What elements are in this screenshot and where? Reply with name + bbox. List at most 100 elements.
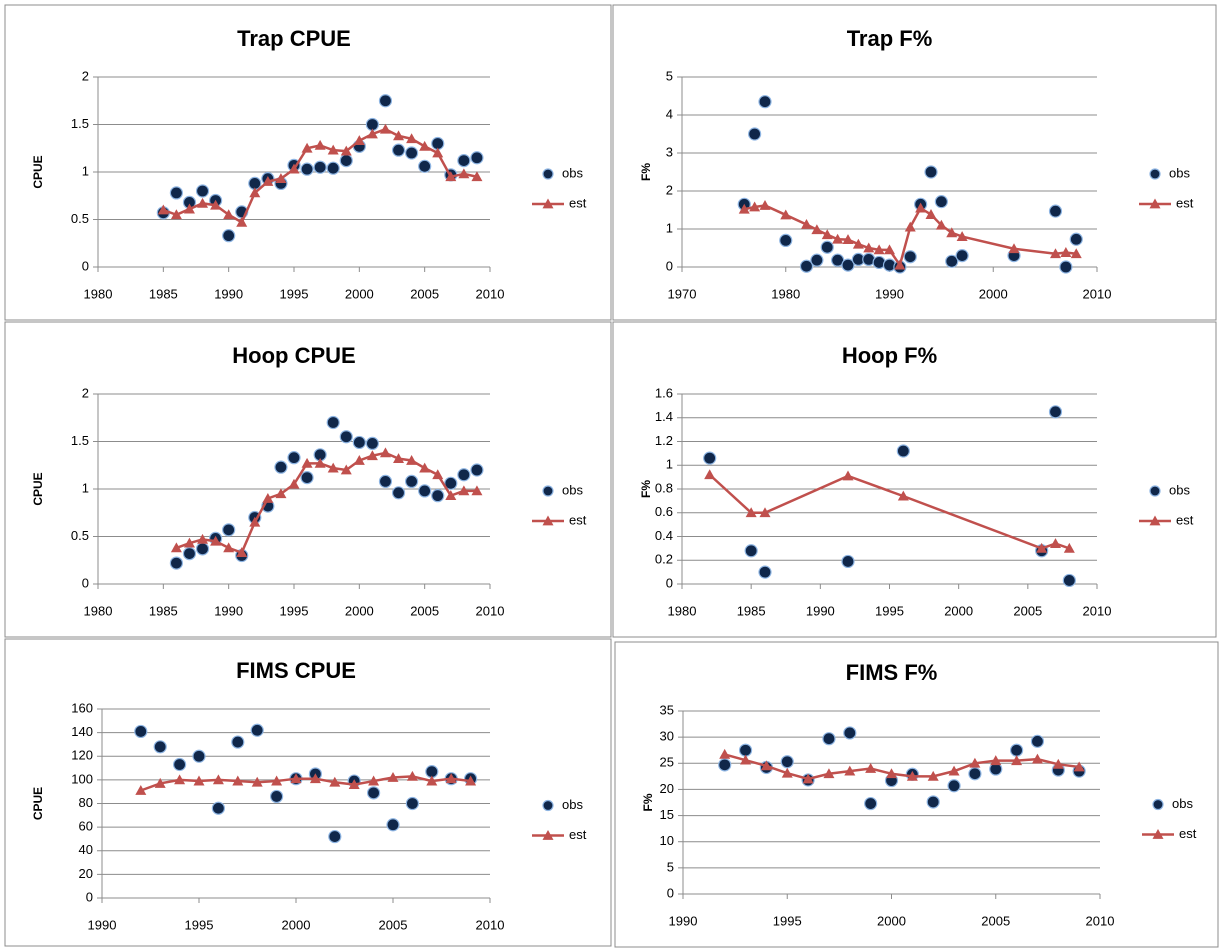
legend-label: est <box>1179 826 1197 841</box>
marker-dot <box>153 740 167 754</box>
marker-dot <box>134 724 148 739</box>
legend-marker <box>1152 829 1164 839</box>
marker-dot <box>378 94 393 108</box>
marker-dot <box>173 757 187 772</box>
chart-panel: FIMS F% F% 0 5 10 15 20 25 30 35 1990 1995 2000 2005 2… <box>614 641 1219 948</box>
legend-marker <box>1149 485 1161 497</box>
marker-triangle <box>406 770 418 781</box>
marker-dot <box>822 732 836 746</box>
y-tick-label: 0.4 <box>655 528 673 543</box>
x-tick-label: 1995 <box>773 913 802 928</box>
x-tick-label: 2005 <box>981 913 1010 928</box>
chart-panel: Trap F% F% 0 1 2 3 4 5 1970 1980 1990 2000 2010 obs es… <box>612 4 1217 321</box>
y-axis-label: CPUE <box>31 472 45 505</box>
marker-triangle <box>969 757 981 768</box>
marker-triangle <box>842 234 854 245</box>
chart-panel: Trap CPUE CPUE 0 0.5 1 1.5 2 1980 1985 1990 1995 20… <box>4 4 612 321</box>
marker-dot <box>1062 573 1076 588</box>
marker-triangle <box>249 516 261 527</box>
marker-dot <box>300 162 314 176</box>
chart-panel: FIMS CPUE CPUE 0 20 40 60 80 100 120 140 160 1990 19… <box>4 638 612 947</box>
marker-dot <box>955 249 969 263</box>
legend-label: obs <box>1169 482 1190 497</box>
y-tick-label: 1 <box>666 220 673 235</box>
x-tick-label: 2000 <box>345 603 374 618</box>
marker-triangle <box>170 209 182 220</box>
marker-triangle <box>353 455 365 465</box>
marker-triangle <box>1008 243 1020 254</box>
marker-dot <box>270 789 284 804</box>
marker-dot <box>841 554 855 569</box>
y-tick-label: 1.6 <box>655 385 673 400</box>
y-tick-label: 35 <box>660 702 674 717</box>
marker-dot <box>300 471 314 485</box>
marker-dot <box>864 796 878 811</box>
marker-triangle <box>290 773 302 784</box>
marker-triangle <box>419 140 431 151</box>
marker-dot <box>779 233 793 247</box>
panel-frame <box>4 638 612 947</box>
legend-label: est <box>1176 512 1194 527</box>
marker-dot <box>367 786 381 800</box>
panel-frame <box>614 641 1219 948</box>
y-tick-label: 0 <box>86 889 93 904</box>
marker-triangle <box>946 227 958 238</box>
marker-triangle <box>193 775 205 786</box>
marker-dot <box>718 758 732 772</box>
marker-triangle <box>852 238 864 249</box>
marker-triangle <box>327 144 339 155</box>
y-tick-label: 20 <box>660 781 674 796</box>
marker-triangle <box>759 199 771 210</box>
marker-triangle <box>842 470 854 481</box>
marker-triangle <box>288 478 300 489</box>
marker-triangle <box>458 168 470 179</box>
legend-marker <box>1149 168 1161 180</box>
x-tick-label: 2010 <box>476 917 505 932</box>
marker-dot <box>738 743 753 757</box>
legend-label: obs <box>562 797 583 812</box>
marker-triangle <box>781 767 793 778</box>
legend-label: est <box>1176 195 1194 210</box>
marker-triangle <box>1031 753 1043 764</box>
marker-dot <box>1009 743 1024 757</box>
marker-dot <box>470 151 484 165</box>
marker-triangle <box>894 259 906 270</box>
marker-triangle <box>154 777 166 788</box>
x-tick-label: 2005 <box>1013 603 1042 618</box>
marker-dot <box>1030 734 1045 748</box>
legend-marker <box>1149 515 1161 526</box>
x-tick-label: 2005 <box>410 286 439 301</box>
y-tick-label: 0.6 <box>655 504 673 519</box>
marker-triangle <box>956 231 968 241</box>
x-tick-label: 1980 <box>84 286 113 301</box>
legend-marker <box>542 515 554 526</box>
y-tick-label: 0.8 <box>655 480 673 495</box>
x-tick-label: 2010 <box>1083 603 1112 618</box>
marker-triangle <box>904 221 916 232</box>
y-tick-label: 140 <box>71 724 93 739</box>
y-tick-label: 1.5 <box>71 433 89 448</box>
marker-triangle <box>340 464 352 475</box>
marker-triangle <box>760 760 772 771</box>
marker-triangle <box>759 507 771 518</box>
marker-triangle <box>465 775 477 786</box>
marker-dot <box>444 476 458 490</box>
marker-triangle <box>927 770 939 781</box>
x-tick-label: 1990 <box>214 603 243 618</box>
marker-dot <box>192 749 206 763</box>
marker-dot <box>843 726 857 740</box>
marker-triangle <box>157 204 169 215</box>
marker-dot <box>352 435 366 450</box>
panel-frame <box>612 4 1217 321</box>
marker-dot <box>903 250 917 264</box>
y-tick-label: 5 <box>667 859 674 874</box>
chart-title: FIMS F% <box>846 660 938 685</box>
x-tick-label: 1985 <box>149 603 178 618</box>
x-tick-label: 1990 <box>875 286 904 301</box>
marker-triangle <box>801 218 812 229</box>
chart-title: Trap CPUE <box>237 26 351 51</box>
marker-triangle <box>262 176 274 186</box>
marker-triangle <box>301 142 313 153</box>
y-tick-label: 60 <box>79 819 93 834</box>
marker-triangle <box>329 776 341 787</box>
